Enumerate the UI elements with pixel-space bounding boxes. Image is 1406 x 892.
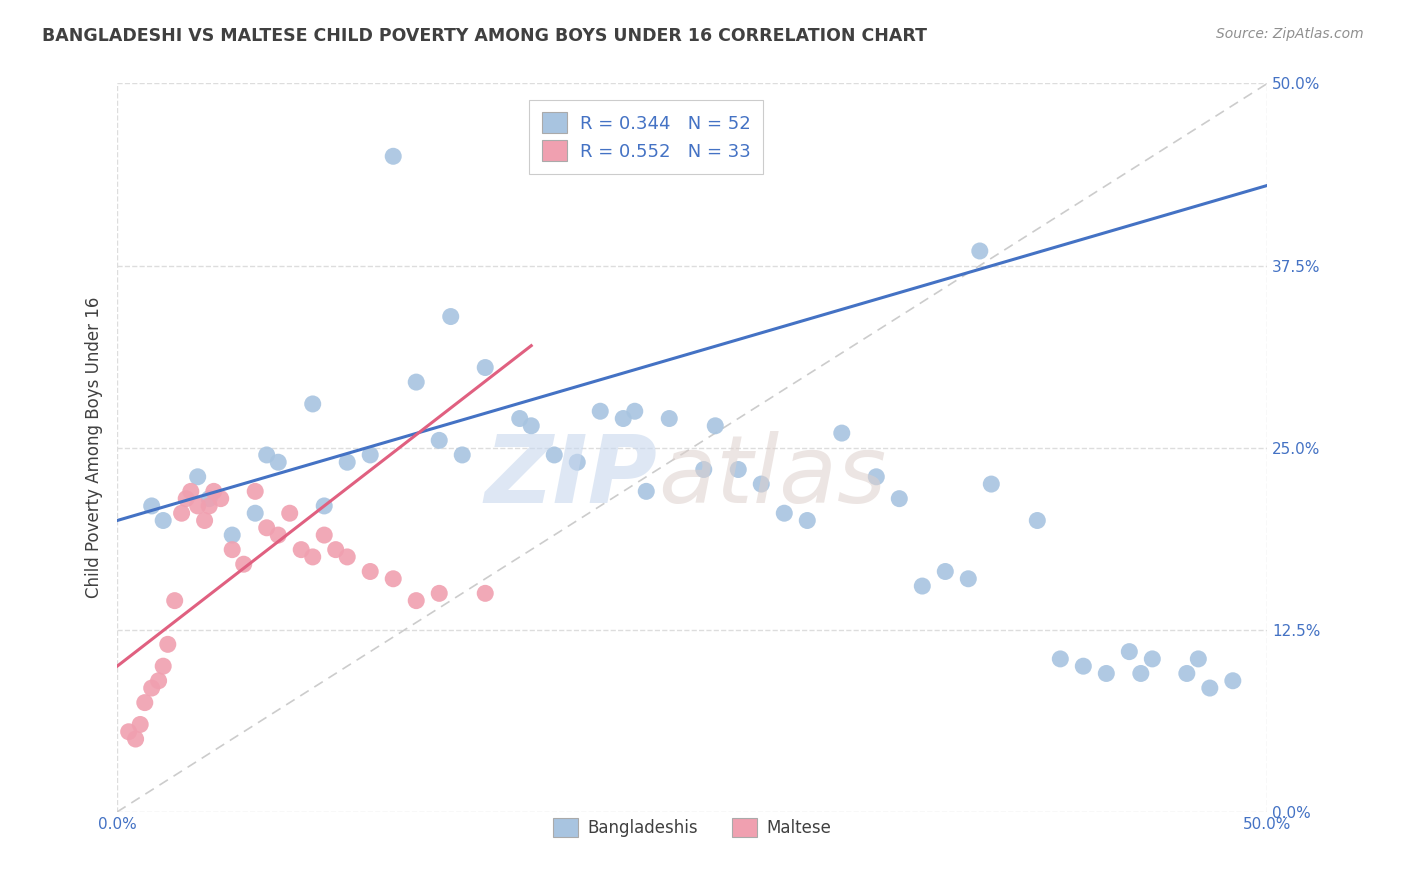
Text: ZIP: ZIP	[485, 431, 658, 523]
Point	[980, 477, 1002, 491]
Point	[623, 404, 645, 418]
Point	[325, 542, 347, 557]
Point	[543, 448, 565, 462]
Point	[187, 499, 209, 513]
Point	[1198, 681, 1220, 695]
Point	[911, 579, 934, 593]
Point	[1222, 673, 1244, 688]
Point	[693, 462, 716, 476]
Text: Source: ZipAtlas.com: Source: ZipAtlas.com	[1216, 27, 1364, 41]
Point	[245, 484, 267, 499]
Point	[290, 542, 312, 557]
Point	[636, 484, 658, 499]
Point	[163, 593, 186, 607]
Point	[129, 717, 152, 731]
Point	[202, 484, 225, 499]
Point	[520, 418, 543, 433]
Point	[314, 499, 336, 513]
Point	[301, 549, 323, 564]
Point	[509, 411, 531, 425]
Text: BANGLADESHI VS MALTESE CHILD POVERTY AMONG BOYS UNDER 16 CORRELATION CHART: BANGLADESHI VS MALTESE CHILD POVERTY AMO…	[42, 27, 927, 45]
Point	[589, 404, 612, 418]
Point	[174, 491, 197, 506]
Point	[658, 411, 681, 425]
Point	[232, 558, 254, 572]
Point	[474, 360, 496, 375]
Point	[1095, 666, 1118, 681]
Point	[221, 542, 243, 557]
Point	[704, 418, 727, 433]
Point	[382, 149, 405, 163]
Point	[749, 477, 772, 491]
Point	[359, 565, 381, 579]
Point	[451, 448, 474, 462]
Point	[427, 434, 450, 448]
Point	[124, 732, 146, 747]
Point	[1142, 652, 1164, 666]
Point	[209, 491, 232, 506]
Point	[194, 514, 217, 528]
Point	[405, 375, 427, 389]
Point	[1049, 652, 1071, 666]
Point	[474, 586, 496, 600]
Point	[141, 681, 163, 695]
Point	[336, 455, 359, 469]
Point	[156, 637, 179, 651]
Point	[152, 659, 174, 673]
Point	[198, 491, 221, 506]
Point	[969, 244, 991, 258]
Point	[221, 528, 243, 542]
Point	[256, 521, 278, 535]
Point	[256, 448, 278, 462]
Point	[314, 528, 336, 542]
Point	[180, 484, 202, 499]
Point	[267, 455, 290, 469]
Point	[934, 565, 956, 579]
Point	[727, 462, 749, 476]
Point	[301, 397, 323, 411]
Point	[427, 586, 450, 600]
Point	[170, 506, 193, 520]
Point	[1129, 666, 1152, 681]
Point	[118, 724, 141, 739]
Point	[1118, 645, 1140, 659]
Point	[1071, 659, 1094, 673]
Point	[198, 499, 221, 513]
Point	[382, 572, 405, 586]
Point	[245, 506, 267, 520]
Point	[359, 448, 381, 462]
Point	[957, 572, 980, 586]
Point	[336, 549, 359, 564]
Point	[1026, 514, 1049, 528]
Text: atlas: atlas	[658, 432, 886, 523]
Point	[773, 506, 796, 520]
Point	[1187, 652, 1209, 666]
Point	[405, 593, 427, 607]
Legend: Bangladeshis, Maltese: Bangladeshis, Maltese	[546, 811, 838, 844]
Point	[865, 470, 887, 484]
Point	[148, 673, 170, 688]
Point	[831, 426, 853, 441]
Y-axis label: Child Poverty Among Boys Under 16: Child Poverty Among Boys Under 16	[86, 297, 103, 599]
Point	[440, 310, 463, 324]
Point	[1175, 666, 1198, 681]
Point	[134, 696, 156, 710]
Point	[152, 514, 174, 528]
Point	[278, 506, 301, 520]
Point	[889, 491, 911, 506]
Point	[187, 470, 209, 484]
Point	[567, 455, 589, 469]
Point	[796, 514, 818, 528]
Point	[267, 528, 290, 542]
Point	[141, 499, 163, 513]
Point	[612, 411, 634, 425]
